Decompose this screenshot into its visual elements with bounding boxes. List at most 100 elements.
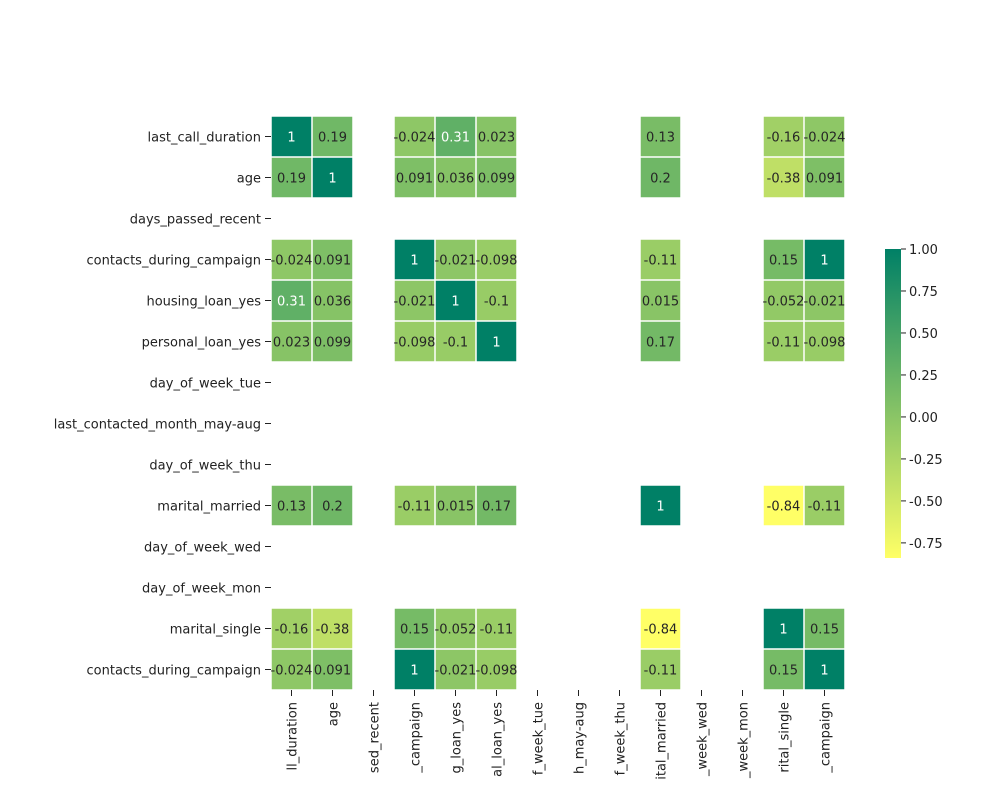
cell-value-label: -0.11 [644, 664, 678, 679]
heatmap-cell [435, 157, 476, 198]
cell-value-label: 1 [492, 336, 500, 351]
heatmap-cell [394, 649, 435, 690]
heatmap-cell [804, 649, 845, 690]
cell-value-label: 0.091 [806, 172, 843, 187]
heatmap-cell [435, 321, 476, 362]
heatmap-cell [312, 649, 353, 690]
heatmap-cell [312, 157, 353, 198]
heatmap-cell [640, 116, 681, 157]
cell-value-label: 0.036 [437, 172, 474, 187]
cell-value-label: 0.31 [441, 131, 470, 146]
cell-value-label: -0.11 [480, 623, 514, 638]
row-label: personal_loan_yes [142, 336, 262, 351]
heatmap-cell [763, 280, 804, 321]
heatmap-cell [271, 321, 312, 362]
heatmap-cell [476, 649, 517, 690]
cell-value-label: 1 [656, 500, 664, 515]
heatmap-cell [271, 157, 312, 198]
cell-value-label: 1 [779, 623, 787, 638]
heatmap-cell [271, 608, 312, 649]
cell-value-label: -0.098 [476, 664, 518, 679]
row-label: contacts_during_campaign [87, 254, 261, 269]
cell-value-label: 1 [287, 131, 295, 146]
colorbar-tick-label: 0.50 [909, 327, 938, 342]
cell-value-label: -0.11 [644, 254, 678, 269]
cell-value-label: -0.11 [398, 500, 432, 515]
colorbar-tick-label: -0.25 [909, 453, 943, 468]
heatmap-cell [394, 485, 435, 526]
cell-value-label: 0.099 [478, 172, 515, 187]
cell-value-label: -0.098 [476, 254, 518, 269]
heatmap-cell [763, 239, 804, 280]
heatmap-cell [804, 608, 845, 649]
heatmap-cell [804, 321, 845, 362]
cell-value-label: 1 [328, 172, 336, 187]
heatmap-cell [476, 157, 517, 198]
heatmap-cell [271, 280, 312, 321]
column-label: _campaign [409, 702, 424, 774]
colorbar-tick-label: 0.75 [909, 285, 938, 300]
colorbar-gradient [885, 249, 901, 558]
column-label: g_loan_yes [450, 702, 465, 774]
heatmap-cell [271, 116, 312, 157]
cell-value-label: -0.84 [767, 500, 801, 515]
row-label: contacts_during_campaign [87, 664, 261, 679]
cell-value-label: -0.84 [644, 623, 678, 638]
row-label: days_passed_recent [130, 213, 261, 228]
cell-value-label: 0.099 [314, 336, 351, 351]
cell-value-label: -0.098 [804, 336, 846, 351]
heatmap-cell [271, 485, 312, 526]
heatmap-cell [476, 280, 517, 321]
column-label: ital_married [655, 702, 670, 780]
heatmap-cell [640, 239, 681, 280]
cell-value-label: -0.021 [804, 295, 846, 310]
cell-value-label: -0.11 [808, 500, 842, 515]
cell-value-label: -0.021 [394, 295, 436, 310]
cell-value-label: 0.036 [314, 295, 351, 310]
heatmap-cell [435, 649, 476, 690]
cell-value-label: 0.17 [482, 500, 511, 515]
cell-value-label: 0.15 [810, 623, 839, 638]
cell-value-label: 1 [410, 664, 418, 679]
row-label: day_of_week_wed [144, 541, 261, 556]
heatmap-cell [476, 485, 517, 526]
heatmap-cell [763, 157, 804, 198]
heatmap-cell [394, 321, 435, 362]
cell-value-label: 0.023 [478, 131, 515, 146]
cell-value-label: 1 [410, 254, 418, 269]
heatmap-cell [476, 116, 517, 157]
column-label: f_week_thu [614, 702, 629, 775]
cell-value-label: 0.091 [396, 172, 433, 187]
column-label: sed_recent [368, 702, 383, 773]
heatmap-cell [763, 116, 804, 157]
colorbar-tick-label: -0.50 [909, 495, 943, 510]
colorbar-tick-label: 0.00 [909, 411, 938, 426]
row-label: last_contacted_month_may-aug [54, 418, 261, 433]
heatmap-cell [394, 157, 435, 198]
cell-value-label: 0.015 [642, 295, 679, 310]
heatmap-cell [271, 649, 312, 690]
cell-value-label: -0.021 [435, 254, 477, 269]
cell-value-label: 0.15 [769, 254, 798, 269]
heatmap-cell [435, 239, 476, 280]
row-label: marital_married [157, 500, 261, 515]
heatmap-cell [312, 239, 353, 280]
heatmap-cell [312, 608, 353, 649]
row-label: day_of_week_mon [142, 582, 261, 597]
cell-value-label: -0.38 [316, 623, 350, 638]
column-label: h_may-aug [573, 702, 588, 774]
heatmap-cell [476, 239, 517, 280]
cell-value-label: 0.19 [318, 131, 347, 146]
heatmap-cell [640, 608, 681, 649]
heatmap-cell [804, 485, 845, 526]
row-label: housing_loan_yes [146, 295, 261, 310]
heatmap-cell [312, 485, 353, 526]
cell-value-label: -0.1 [484, 295, 509, 310]
cell-value-label: 0.023 [273, 336, 310, 351]
cell-value-label: 1 [820, 664, 828, 679]
cell-value-label: -0.052 [763, 295, 805, 310]
heatmap-cell [763, 485, 804, 526]
column-label: _week_mon [737, 702, 752, 779]
heatmap-cell [394, 280, 435, 321]
